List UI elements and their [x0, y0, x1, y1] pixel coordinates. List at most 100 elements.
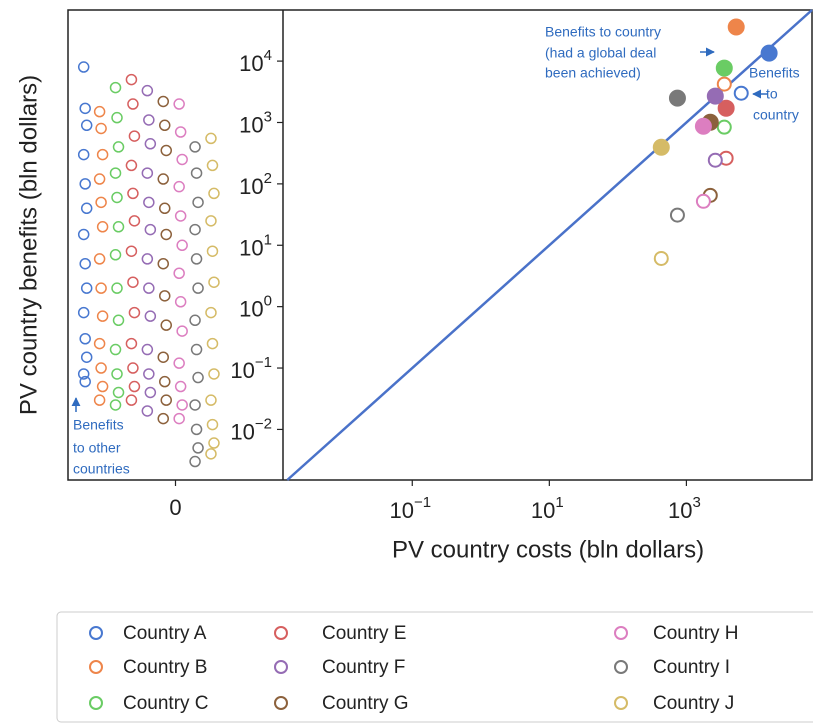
- strip-point: [205, 448, 217, 460]
- strip-point: [93, 337, 106, 350]
- legend-marker: [614, 696, 628, 710]
- strip-point: [144, 386, 157, 399]
- x-tick-label: 101: [531, 494, 564, 523]
- strip-point: [79, 178, 91, 190]
- strip-point: [128, 130, 141, 142]
- strip-point: [109, 249, 122, 261]
- legend-marker: [274, 626, 288, 640]
- strip-point: [173, 98, 185, 110]
- x-tick-label: 103: [668, 494, 701, 523]
- point-hollow: [707, 152, 723, 168]
- point-hollow: [716, 119, 732, 135]
- strip-point: [190, 167, 203, 179]
- strip-point: [159, 375, 171, 388]
- strip-point: [144, 223, 157, 236]
- strip-point: [174, 296, 187, 308]
- strip-point: [79, 375, 91, 388]
- point-filled: [652, 138, 670, 156]
- strip-point: [95, 362, 107, 374]
- strip-point: [192, 282, 204, 294]
- strip-point: [143, 196, 155, 209]
- point-filled: [694, 117, 712, 135]
- strip-point: [190, 343, 203, 356]
- annotation: (had a global deal: [545, 45, 656, 61]
- legend-marker: [89, 696, 103, 710]
- strip-point: [141, 253, 154, 265]
- strip-point: [143, 368, 155, 380]
- strip-point: [173, 412, 185, 425]
- strip-point: [125, 337, 138, 350]
- strip-point: [125, 245, 138, 257]
- strip-point: [192, 442, 204, 454]
- legend-label: Country J: [653, 693, 734, 714]
- legend-marker: [614, 626, 628, 640]
- strip-point: [112, 314, 125, 327]
- strip-point: [112, 141, 125, 153]
- annotation: to: [766, 86, 778, 102]
- point-hollow: [669, 207, 685, 223]
- annotation: been achieved): [545, 65, 641, 81]
- y-tick-label: 10−1: [230, 354, 272, 383]
- strip-point: [189, 141, 201, 153]
- strip-point: [80, 282, 93, 294]
- legend-label: Country C: [123, 693, 209, 714]
- strip-point: [128, 380, 141, 393]
- strip-point: [208, 368, 220, 380]
- strip-point: [176, 325, 188, 337]
- annotation: country: [753, 107, 799, 123]
- strip-point: [208, 187, 220, 200]
- point-hollow: [653, 250, 669, 266]
- strip-point: [109, 343, 122, 356]
- strip-point: [176, 399, 188, 411]
- point-filled: [760, 44, 778, 62]
- legend-label: Country H: [653, 623, 739, 644]
- strip-point: [111, 111, 123, 124]
- strip-point: [80, 351, 93, 363]
- strip-point: [111, 282, 123, 294]
- strip-point: [127, 276, 139, 288]
- strip-point: [112, 221, 125, 233]
- y-tick-label: 103: [239, 108, 272, 137]
- strip-point: [157, 351, 169, 363]
- annotation: Benefits: [749, 65, 800, 81]
- strip-point: [173, 267, 185, 280]
- legend-marker: [89, 626, 103, 640]
- strip-point: [95, 282, 107, 294]
- strip-point: [109, 167, 122, 179]
- legend-label: Country A: [123, 623, 207, 644]
- point-filled: [727, 18, 745, 36]
- strip-point: [112, 386, 125, 399]
- strip-point: [96, 380, 109, 393]
- strip-point: [208, 276, 220, 288]
- legend-marker: [274, 660, 288, 674]
- strip-point: [160, 228, 172, 241]
- y-tick-label: 101: [239, 231, 272, 260]
- y-tick-label: 100: [239, 293, 272, 322]
- strip-point: [93, 253, 106, 265]
- strip-point: [189, 399, 201, 411]
- strip-point: [189, 455, 201, 468]
- strip-point: [128, 306, 141, 319]
- y-tick-label: 104: [239, 47, 272, 76]
- strip-point: [141, 84, 154, 97]
- strip-point: [206, 418, 219, 431]
- strip-point: [157, 173, 169, 185]
- x-axis-label: PV country costs (bln dollars): [392, 536, 704, 563]
- strip-point: [127, 98, 139, 110]
- strip-point: [77, 306, 90, 319]
- strip-point: [205, 215, 217, 227]
- legend-marker: [274, 696, 288, 710]
- strip-point: [96, 310, 109, 322]
- strip-point: [143, 282, 155, 294]
- strip-point: [80, 202, 93, 215]
- strip-point: [125, 159, 138, 172]
- strip-point: [173, 357, 185, 369]
- strip-point: [141, 343, 154, 356]
- legend-marker: [89, 660, 103, 674]
- y-tick-label: 10−2: [230, 415, 272, 444]
- annotation: Benefits: [73, 417, 124, 433]
- strip-point: [109, 81, 122, 94]
- strip-point: [141, 405, 154, 417]
- legend-label: Country G: [322, 693, 409, 714]
- strip-point: [127, 187, 139, 200]
